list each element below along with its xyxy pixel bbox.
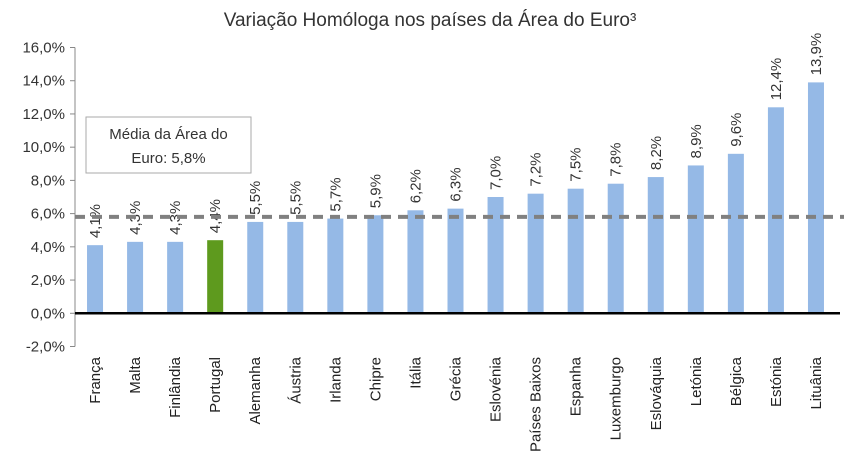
- y-tick-label: 14,0%: [22, 73, 65, 90]
- data-label: 4,1%: [87, 204, 104, 238]
- category-label: Estónia: [768, 356, 785, 407]
- y-tick-label: 6,0%: [31, 206, 65, 223]
- category-label: Luxemburgo: [608, 357, 625, 440]
- category-label: Eslováquia: [648, 356, 665, 430]
- bar: [567, 188, 584, 314]
- average-group: Média da Área do Euro: 5,8%: [75, 116, 844, 219]
- data-label: 5,9%: [367, 174, 384, 208]
- data-label: 5,5%: [287, 181, 304, 215]
- data-label: 7,5%: [568, 147, 585, 181]
- category-label: Lituânia: [808, 356, 825, 409]
- bar: [287, 221, 304, 314]
- category-label: Finlândia: [167, 356, 184, 418]
- category-label: Portugal: [207, 357, 224, 413]
- category-label: Espanha: [568, 356, 585, 416]
- y-tick-label: 8,0%: [31, 172, 65, 189]
- chart-title: Variação Homóloga nos países da Área do …: [224, 10, 637, 31]
- y-tick-label: 16,0%: [22, 40, 65, 57]
- category-label: Chipre: [367, 357, 384, 401]
- bar: [247, 221, 264, 314]
- category-label: Irlanda: [327, 356, 344, 403]
- average-label-line-2: Euro: 5,8%: [131, 150, 205, 167]
- category-labels-group: França Malta Finlândia Portugal Alemanha Áust…: [87, 356, 825, 452]
- average-label-box: [85, 116, 252, 174]
- y-axis: -2,0% 0,0% 2,0% 4,0% 6,0% 8,0% 10,0% 12,0% 14,0%…: [22, 40, 76, 356]
- data-label: 4,3%: [167, 201, 184, 235]
- y-tick-label: 10,0%: [22, 139, 65, 156]
- category-label: Bélgica: [728, 356, 745, 406]
- data-label: 8,2%: [648, 136, 665, 170]
- bar: [607, 183, 624, 314]
- y-tick-label: 4,0%: [31, 239, 65, 256]
- data-label: 6,3%: [448, 167, 465, 201]
- category-label: França: [87, 356, 104, 403]
- category-label: Letónia: [688, 356, 705, 406]
- bar: [327, 218, 344, 314]
- bar: [487, 197, 504, 314]
- data-label: 5,5%: [247, 181, 264, 215]
- data-label: 13,9%: [808, 33, 825, 76]
- y-tick-label: -2,0%: [26, 339, 65, 356]
- bar: [407, 210, 424, 314]
- category-label: Itália: [407, 356, 424, 388]
- data-label: 7,2%: [528, 152, 545, 186]
- category-label: Malta: [127, 356, 144, 393]
- data-label: 5,7%: [327, 177, 344, 211]
- bar: [207, 240, 224, 314]
- bar: [767, 107, 784, 314]
- bar: [527, 193, 544, 314]
- bar: [127, 241, 144, 314]
- bars-group: [75, 82, 840, 315]
- bar: [807, 82, 824, 314]
- data-label: 9,6%: [728, 113, 745, 147]
- bar: [87, 245, 104, 314]
- category-label: Alemanha: [247, 356, 264, 424]
- data-label: 12,4%: [768, 58, 785, 101]
- bar: [367, 215, 384, 314]
- category-label: Países Baixos: [528, 357, 545, 452]
- category-label: Grécia: [448, 356, 465, 401]
- average-label-line-1: Média da Área do: [109, 126, 227, 143]
- data-label: 8,9%: [688, 124, 705, 158]
- category-label: Eslovénia: [488, 356, 505, 422]
- y-tick-label: 12,0%: [22, 106, 65, 123]
- y-tick-label: 2,0%: [31, 272, 65, 289]
- bar: [727, 153, 744, 314]
- bar: [647, 177, 664, 314]
- data-label: 7,8%: [608, 143, 625, 177]
- data-labels-group: 4,1%4,3%4,3%4,4%5,5%5,5%5,7%5,9%6,2%6,3%…: [87, 33, 825, 238]
- category-label: Áustria: [287, 356, 304, 403]
- data-label: 6,2%: [407, 169, 424, 203]
- y-tick-label: 0,0%: [31, 305, 65, 322]
- bar: [687, 165, 704, 314]
- bar: [167, 241, 184, 314]
- data-label: 7,0%: [488, 156, 505, 190]
- bar: [447, 208, 464, 314]
